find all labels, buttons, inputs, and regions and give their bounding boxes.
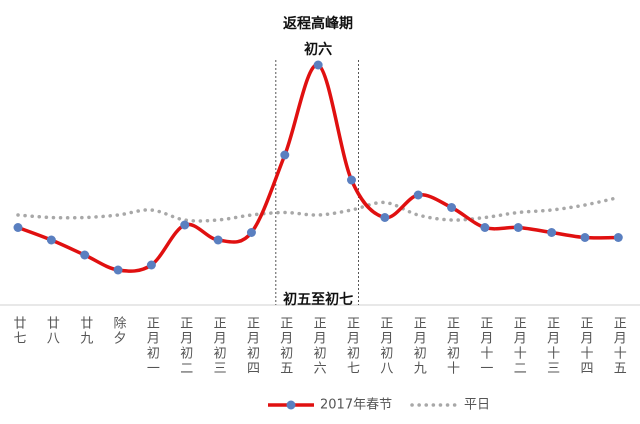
x-tick-label: 廿八: [44, 316, 60, 346]
point: [246, 228, 256, 237]
point: [447, 203, 457, 212]
peak-label: 初六: [304, 41, 332, 58]
legend-marker: [286, 400, 296, 410]
x-tick-label: 正月初十: [444, 316, 460, 376]
point: [413, 190, 423, 200]
point: [513, 223, 523, 232]
x-tick-label: 正月十四: [577, 316, 593, 376]
point: [280, 150, 290, 160]
point: [213, 235, 223, 245]
point: [613, 233, 623, 242]
point: [580, 233, 590, 242]
point: [547, 228, 557, 237]
x-tick-label: 除夕: [111, 316, 126, 346]
point: [480, 223, 490, 232]
x-tick-label: 正月十五: [611, 316, 627, 376]
point: [313, 60, 323, 70]
chart-title: 返程高峰期: [283, 15, 353, 32]
point: [146, 260, 156, 270]
x-tick-label: 正月十一: [477, 316, 493, 376]
point: [180, 220, 190, 230]
point: [13, 223, 23, 232]
x-tick-label: 正月十三: [544, 316, 560, 376]
point: [80, 250, 90, 260]
legend-label: 平日: [464, 398, 490, 413]
x-tick-label: 廿九: [77, 316, 93, 346]
point: [347, 175, 356, 185]
x-tick-label: 正月初四: [244, 316, 260, 376]
range-label: 初五至初七: [283, 291, 353, 308]
x-tick-label: 正月初八: [377, 316, 393, 376]
x-tick-label: 正月初六: [311, 316, 327, 376]
x-tick-label: 正月初三: [211, 316, 227, 376]
point: [46, 235, 56, 245]
point: [113, 265, 123, 275]
x-tick-label: 正月初一: [144, 316, 160, 376]
x-tick-label: 正月初九: [411, 316, 427, 376]
x-tick-label: 廿七: [11, 316, 27, 346]
series-line: [17, 63, 619, 273]
point: [380, 213, 390, 222]
x-tick-label: 正月十二: [511, 316, 527, 376]
x-tick-label: 正月初二: [177, 316, 193, 376]
x-tick-label: 正月初七: [344, 316, 360, 376]
legend-label: 2017年春节: [320, 398, 392, 413]
series-line: [16, 195, 621, 223]
x-tick-label: 正月初五: [277, 316, 293, 376]
